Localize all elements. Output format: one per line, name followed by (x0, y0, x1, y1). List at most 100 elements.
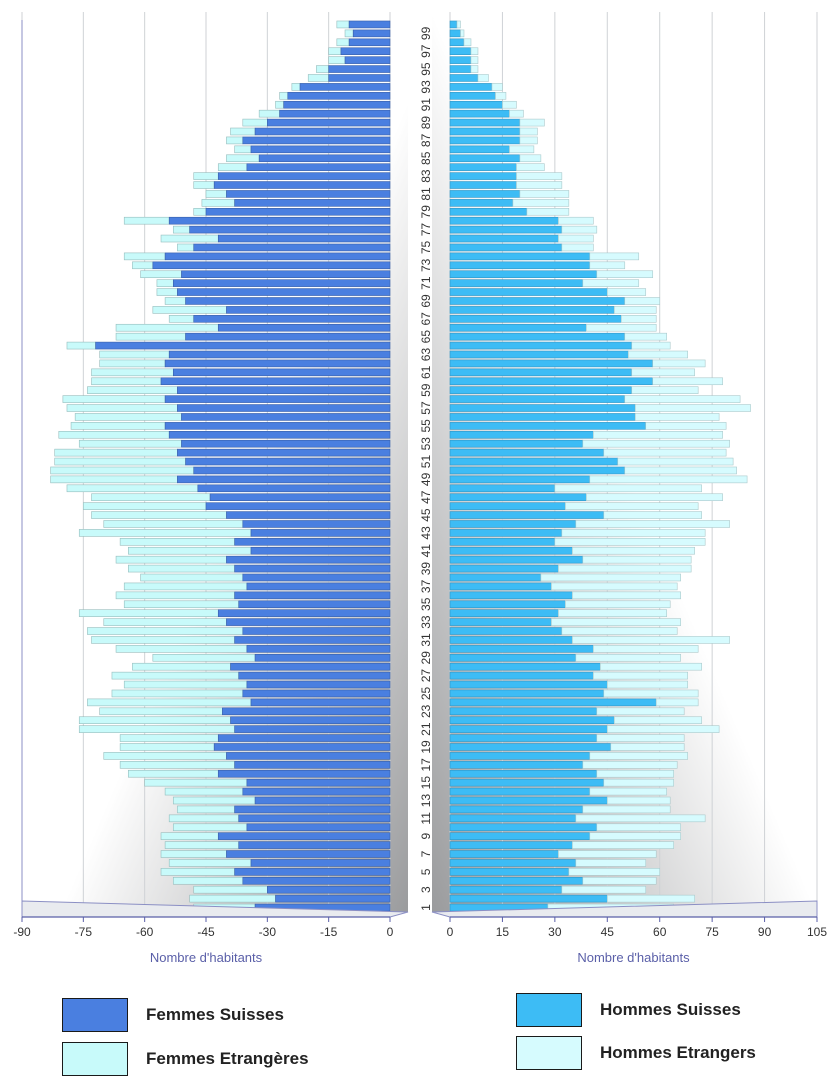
bar-femmes-suisses (242, 877, 391, 885)
bar-femmes-suisses (287, 92, 391, 100)
bar-hommes-etrangers (572, 591, 681, 600)
bar-femmes-suisses (234, 538, 391, 546)
bar-femmes-etrangeres (70, 422, 166, 430)
bar-hommes-etrangers (456, 20, 461, 29)
bar-hommes-suisses (449, 431, 594, 439)
bar-femmes-etrangeres (111, 671, 240, 680)
bar-femmes-etrangeres (66, 404, 178, 412)
bar-femmes-suisses (189, 225, 391, 234)
bar-femmes-etrangeres (152, 306, 227, 314)
bar-hommes-suisses (449, 20, 458, 29)
bar-femmes-etrangeres (103, 520, 244, 528)
bar-femmes-etrangeres (78, 725, 235, 733)
bar-hommes-etrangers (519, 190, 570, 198)
bar-femmes-suisses (238, 671, 391, 680)
bar-femmes-suisses (267, 118, 391, 127)
bar-femmes-etrangeres (307, 74, 329, 82)
bar-hommes-etrangers (610, 743, 685, 751)
bar-hommes-etrangers (596, 769, 674, 778)
bar-hommes-suisses (449, 47, 472, 55)
bar-hommes-etrangers (589, 787, 668, 796)
bar-hommes-suisses (449, 225, 563, 234)
bar-hommes-suisses (449, 529, 563, 537)
bar-hommes-suisses (449, 493, 587, 501)
right-tick-label: 60 (653, 925, 667, 939)
age-label: 23 (419, 704, 433, 718)
age-label: 41 (419, 544, 433, 558)
age-label: 99 (419, 26, 433, 40)
bar-femmes-suisses (95, 341, 391, 350)
bar-hommes-suisses (449, 56, 472, 64)
bar-hommes-suisses (449, 127, 521, 136)
bar-femmes-etrangeres (87, 698, 252, 707)
bar-hommes-etrangers (558, 609, 668, 617)
bar-femmes-suisses (246, 823, 391, 832)
bar-hommes-etrangers (603, 778, 674, 787)
bar-hommes-etrangers (645, 422, 727, 430)
bar-hommes-suisses (449, 600, 566, 609)
bar-femmes-suisses (217, 234, 391, 243)
bar-femmes-suisses (217, 323, 391, 332)
bar-femmes-etrangeres (226, 154, 260, 163)
bar-hommes-etrangers (582, 805, 671, 814)
bar-hommes-suisses (449, 475, 591, 484)
bar-hommes-etrangers (565, 600, 671, 609)
bar-femmes-suisses (181, 413, 391, 421)
bar-hommes-etrangers (554, 484, 702, 493)
bar-femmes-etrangeres (103, 618, 227, 626)
bar-femmes-etrangeres (160, 234, 219, 243)
bar-hommes-suisses (449, 377, 654, 386)
age-label: 17 (419, 758, 433, 772)
bar-femmes-etrangeres (164, 841, 240, 849)
bar-femmes-suisses (177, 288, 391, 296)
left-tick-label: -15 (320, 925, 338, 939)
bar-hommes-etrangers (599, 662, 702, 671)
bar-femmes-suisses (160, 377, 391, 386)
bar-femmes-suisses (254, 654, 391, 662)
bar-hommes-etrangers (551, 582, 678, 591)
age-label: 77 (419, 223, 433, 237)
bar-femmes-etrangeres (164, 787, 244, 796)
bar-hommes-etrangers (589, 252, 640, 261)
bar-femmes-suisses (152, 261, 391, 270)
right-tick-label: 105 (807, 925, 827, 939)
bar-hommes-suisses (449, 83, 493, 91)
bar-femmes-etrangeres (177, 243, 195, 252)
bar-hommes-etrangers (603, 448, 727, 457)
age-label: 71 (419, 276, 433, 290)
bar-hommes-etrangers (631, 386, 699, 394)
bar-femmes-suisses (226, 190, 391, 198)
bar-hommes-etrangers (582, 761, 678, 769)
bar-hommes-etrangers (551, 618, 681, 626)
bar-hommes-suisses (449, 752, 591, 760)
bar-femmes-suisses (352, 29, 391, 38)
bar-hommes-suisses (449, 502, 566, 510)
bar-femmes-etrangeres (164, 297, 186, 305)
bar-femmes-suisses (168, 431, 391, 439)
age-label: 51 (419, 455, 433, 469)
age-label: 53 (419, 437, 433, 451)
bar-hommes-suisses (449, 618, 552, 626)
bar-hommes-etrangers (606, 796, 671, 805)
bar-hommes-etrangers (582, 877, 657, 885)
bar-femmes-suisses (172, 279, 391, 287)
bar-hommes-suisses (449, 439, 584, 448)
bar-hommes-etrangers (558, 564, 692, 573)
bar-hommes-etrangers (540, 573, 681, 582)
bar-femmes-suisses (205, 208, 391, 216)
bar-hommes-etrangers (631, 341, 671, 350)
bar-femmes-suisses (164, 252, 391, 261)
bar-hommes-etrangers (470, 47, 479, 55)
bar-hommes-suisses (449, 341, 633, 350)
age-label: 57 (419, 401, 433, 415)
bar-femmes-etrangeres (50, 475, 178, 484)
bar-femmes-etrangeres (54, 448, 178, 457)
bar-hommes-etrangers (509, 109, 524, 118)
bar-femmes-etrangeres (291, 83, 301, 91)
bar-hommes-suisses (449, 698, 657, 707)
bar-hommes-suisses (449, 546, 573, 555)
bar-femmes-etrangeres (132, 261, 154, 270)
bar-femmes-suisses (168, 350, 391, 359)
bar-femmes-suisses (254, 796, 391, 805)
bar-hommes-etrangers (613, 306, 657, 314)
